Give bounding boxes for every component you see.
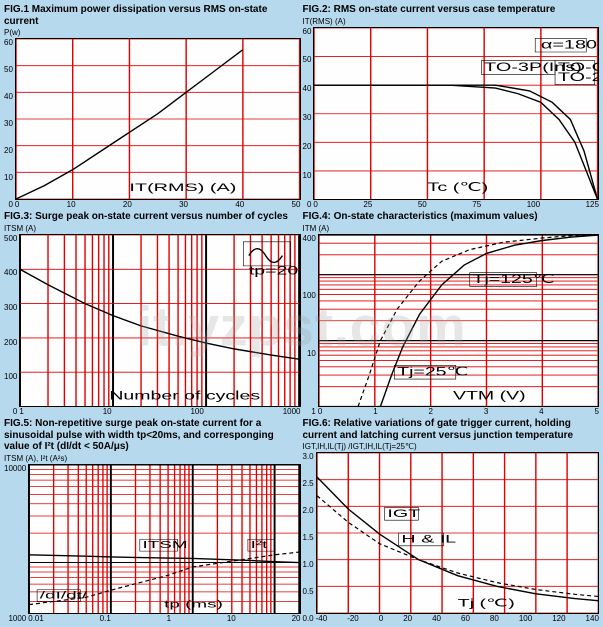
fig6-yaxis: 3.02.52.01.51.00.50.0 bbox=[303, 452, 316, 623]
fig1-ylabel: P(w) bbox=[4, 28, 301, 37]
figure-grid: FIG.1 Maximum power dissipation versus R… bbox=[4, 4, 599, 623]
fig3-ylabel: ITSM (A) bbox=[4, 224, 301, 233]
fig2-title: FIG.2: RMS on-state current versus case … bbox=[303, 4, 600, 16]
fig6-xaxis: -40-20020406080100120140 bbox=[316, 614, 599, 623]
svg-text:ITSM: ITSM bbox=[143, 539, 188, 551]
fig1-plot: IT(RMS) (A) bbox=[15, 38, 301, 200]
svg-text:Number of cycles: Number of cycles bbox=[110, 389, 261, 402]
svg-text:I²t: I²t bbox=[251, 539, 269, 551]
fig5-plot: ITSM I²t/dI/dt/tp (ms) bbox=[28, 464, 300, 615]
svg-text:TO-247: TO-247 bbox=[558, 70, 598, 83]
fig4-ylabel: ITM (A) bbox=[303, 224, 600, 233]
svg-text:Tj=125℃: Tj=125℃ bbox=[472, 272, 554, 285]
fig2-xaxis: 0255075100125 bbox=[313, 200, 599, 209]
fig5-ylabel: ITSM (A), I²t (A²s) bbox=[4, 454, 301, 463]
fig4-xaxis: 012345 bbox=[318, 407, 599, 416]
fig1-yaxis: 6050403020100 bbox=[4, 38, 15, 209]
svg-text:Tj (℃): Tj (℃) bbox=[457, 597, 514, 610]
fig1-panel: FIG.1 Maximum power dissipation versus R… bbox=[4, 4, 301, 209]
svg-text:Tc (℃): Tc (℃) bbox=[428, 180, 489, 193]
fig2-ylabel: IT(RMS) (A) bbox=[303, 17, 600, 26]
fig6-ylabel: IGT,IH,IL(Tj) /IGT,IH,IL(Tj=25℃) bbox=[303, 442, 600, 451]
fig2-plot: α=180°TO-3P(Ins)TO-C/TO-247Tc (℃) bbox=[313, 27, 599, 201]
fig1-xaxis: 01020304050 bbox=[15, 200, 301, 209]
fig2-yaxis: 6050403020100 bbox=[303, 27, 314, 210]
fig5-xaxis: 0.010.111020 bbox=[28, 614, 300, 623]
svg-text:tp=20ms: tp=20ms bbox=[249, 264, 299, 277]
svg-text:H & IL: H & IL bbox=[401, 533, 456, 546]
fig5-panel: FIG.5: Non-repetitive surge peak on-stat… bbox=[4, 418, 301, 623]
fig5-yaxis: 100001000 bbox=[4, 464, 28, 624]
fig6-plot: IGT H & IL Tj (℃) bbox=[316, 452, 599, 614]
fig3-panel: FIG.3: Surge peak on-state current versu… bbox=[4, 211, 301, 416]
svg-text:IGT: IGT bbox=[387, 507, 420, 520]
svg-text:VTM (V): VTM (V) bbox=[453, 389, 526, 402]
fig3-title: FIG.3: Surge peak on-state current versu… bbox=[4, 211, 301, 223]
fig6-panel: FIG.6: Relative variations of gate trigg… bbox=[303, 418, 600, 623]
fig3-xaxis: 1101001000 bbox=[19, 407, 300, 416]
fig4-plot: Tj=125℃ Tj=25℃ VTM (V) bbox=[318, 234, 599, 408]
fig4-title: FIG.4: On-state characteristics (maximum… bbox=[303, 211, 600, 223]
fig5-title: FIG.5: Non-repetitive surge peak on-stat… bbox=[4, 418, 301, 453]
svg-text:/dI/dt/: /dI/dt/ bbox=[40, 589, 88, 601]
svg-text:α=180°: α=180° bbox=[541, 38, 598, 51]
svg-text:Tj=25℃: Tj=25℃ bbox=[397, 365, 468, 378]
fig1-title: FIG.1 Maximum power dissipation versus R… bbox=[4, 4, 301, 27]
fig2-panel: FIG.2: RMS on-state current versus case … bbox=[303, 4, 600, 209]
fig4-panel: FIG.4: On-state characteristics (maximum… bbox=[303, 211, 600, 416]
fig4-yaxis: 400100101 bbox=[303, 234, 318, 417]
fig3-plot: tp=20ms Number of cycles bbox=[19, 234, 300, 408]
fig3-yaxis: 5004003002001000 bbox=[4, 234, 19, 417]
svg-text:tp (ms): tp (ms) bbox=[164, 598, 223, 610]
svg-text:IT(RMS) (A): IT(RMS) (A) bbox=[129, 181, 236, 194]
fig6-title: FIG.6: Relative variations of gate trigg… bbox=[303, 418, 600, 441]
